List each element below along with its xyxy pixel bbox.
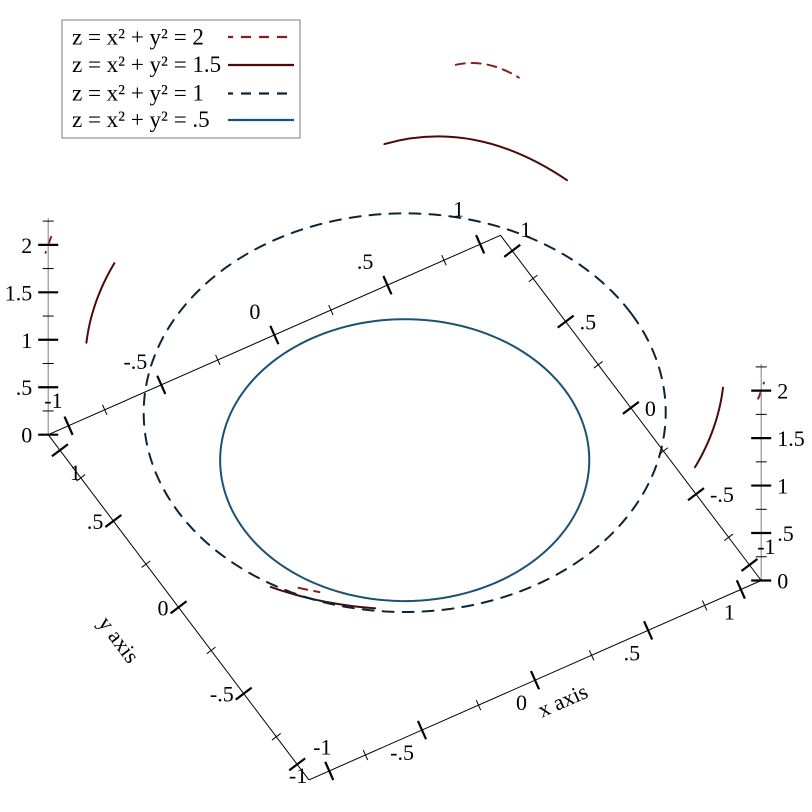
svg-text:0: 0 <box>516 690 527 715</box>
svg-text:-.5: -.5 <box>710 482 734 507</box>
svg-text:0: 0 <box>249 299 260 324</box>
svg-text:.5: .5 <box>580 310 597 335</box>
svg-text:-1: -1 <box>757 534 775 559</box>
svg-text:1.5: 1.5 <box>5 280 33 305</box>
svg-text:2: 2 <box>21 233 32 258</box>
svg-text:1: 1 <box>453 196 464 221</box>
svg-text:.5: .5 <box>87 509 104 534</box>
svg-text:0: 0 <box>777 569 788 594</box>
svg-text:1: 1 <box>520 217 531 242</box>
svg-text:.5: .5 <box>624 640 641 665</box>
svg-text:z = x² + y² = 2: z = x² + y² = 2 <box>72 25 204 50</box>
svg-text:-.5: -.5 <box>123 349 147 374</box>
svg-text:-.5: -.5 <box>210 682 234 707</box>
svg-text:1.5: 1.5 <box>777 426 805 451</box>
svg-text:0: 0 <box>158 595 169 620</box>
svg-text:.5: .5 <box>357 249 374 274</box>
svg-text:0: 0 <box>645 396 656 421</box>
svg-text:1: 1 <box>777 474 788 499</box>
svg-text:z = x² + y² = 1: z = x² + y² = 1 <box>72 81 204 106</box>
svg-text:z = x² + y² = 1.5: z = x² + y² = 1.5 <box>72 52 221 77</box>
svg-text:-1: -1 <box>289 763 307 788</box>
svg-text:-.5: -.5 <box>390 740 414 765</box>
svg-text:1: 1 <box>724 599 735 624</box>
svg-text:2: 2 <box>777 379 788 404</box>
svg-text:1: 1 <box>70 460 81 485</box>
svg-text:z = x² + y² = .5: z = x² + y² = .5 <box>72 107 210 132</box>
svg-text:1: 1 <box>21 328 32 353</box>
svg-text:-1: -1 <box>313 734 331 759</box>
svg-text:-1: -1 <box>44 388 62 413</box>
svg-text:.5: .5 <box>16 375 33 400</box>
svg-text:.5: .5 <box>777 521 794 546</box>
svg-text:0: 0 <box>21 423 32 448</box>
